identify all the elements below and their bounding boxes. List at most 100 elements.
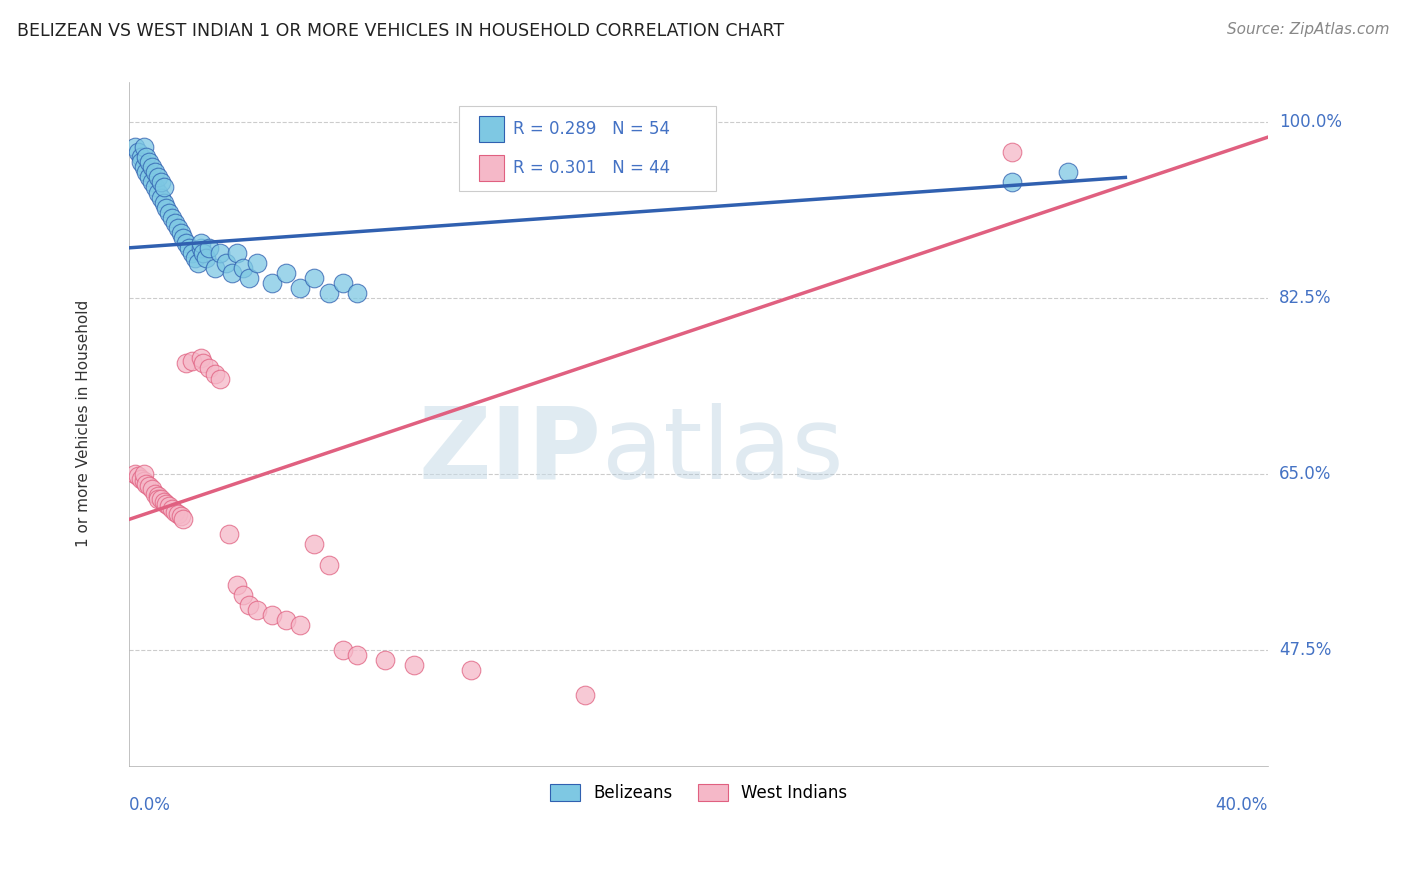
Text: 100.0%: 100.0% [1279,113,1341,131]
Point [124,467,146,481]
Point [135,477,157,491]
FancyBboxPatch shape [479,116,503,142]
Point [152,180,174,194]
Point [260,276,283,290]
Text: 0.0%: 0.0% [129,797,172,814]
Point [172,512,194,526]
Point [169,226,191,240]
Point [146,492,169,507]
Point [138,155,160,169]
Point [127,145,149,160]
Point [332,276,354,290]
Point [288,618,311,632]
Point [187,256,209,270]
Point [274,266,297,280]
Text: 47.5%: 47.5% [1279,641,1331,659]
Point [160,502,183,516]
Point [226,577,249,591]
Point [318,286,340,301]
Point [143,180,166,194]
Point [232,588,254,602]
Point [238,598,260,612]
Point [274,613,297,627]
Point [166,508,188,522]
Point [138,479,160,493]
Point [204,367,226,381]
Point [127,469,149,483]
FancyBboxPatch shape [460,106,716,191]
Point [152,195,174,210]
Point [1000,145,1022,160]
Point [246,603,269,617]
Point [132,474,155,488]
Point [163,505,186,519]
Point [143,487,166,501]
Point [179,241,201,255]
Point [226,245,249,260]
Point [1057,165,1080,179]
Point [332,643,354,657]
Point [181,245,204,260]
Point [1000,176,1022,190]
Text: R = 0.301   N = 44: R = 0.301 N = 44 [513,159,671,177]
Point [169,509,191,524]
Text: 65.0%: 65.0% [1279,465,1331,483]
Text: ZIP: ZIP [419,402,602,500]
Point [132,161,155,175]
Text: atlas: atlas [602,402,844,500]
Text: 40.0%: 40.0% [1215,797,1268,814]
Point [157,205,180,219]
Point [204,260,226,275]
Point [221,266,243,280]
Point [143,165,166,179]
Point [318,558,340,572]
Point [184,251,207,265]
Point [155,497,177,511]
Point [181,354,204,368]
FancyBboxPatch shape [479,155,503,181]
Point [215,256,238,270]
Point [346,286,368,301]
Point [190,351,212,366]
Point [166,220,188,235]
Point [129,150,152,164]
Point [346,648,368,662]
Point [157,500,180,514]
Point [198,361,221,376]
Text: 82.5%: 82.5% [1279,289,1331,307]
Point [209,371,232,385]
Point [146,489,169,503]
Point [141,176,163,190]
Point [149,190,172,204]
Point [163,216,186,230]
Point [209,245,232,260]
Point [304,537,326,551]
Point [129,155,152,169]
Point [146,186,169,200]
Point [132,467,155,481]
Point [288,281,311,295]
Point [193,356,215,370]
Point [460,663,482,677]
Point [304,271,326,285]
Point [402,658,425,673]
Point [160,211,183,225]
Point [138,170,160,185]
Point [195,251,218,265]
Point [190,235,212,250]
Point [141,161,163,175]
Point [149,176,172,190]
Text: Source: ZipAtlas.com: Source: ZipAtlas.com [1226,22,1389,37]
Point [374,653,396,667]
Point [190,241,212,255]
Point [218,527,240,541]
Point [135,165,157,179]
Point [193,245,215,260]
Point [232,260,254,275]
Text: 1 or more Vehicles in Household: 1 or more Vehicles in Household [76,300,91,548]
Point [149,492,172,507]
Point [246,256,269,270]
Point [260,607,283,622]
Point [174,356,197,370]
Legend: Belizeans, West Indians: Belizeans, West Indians [543,777,853,809]
